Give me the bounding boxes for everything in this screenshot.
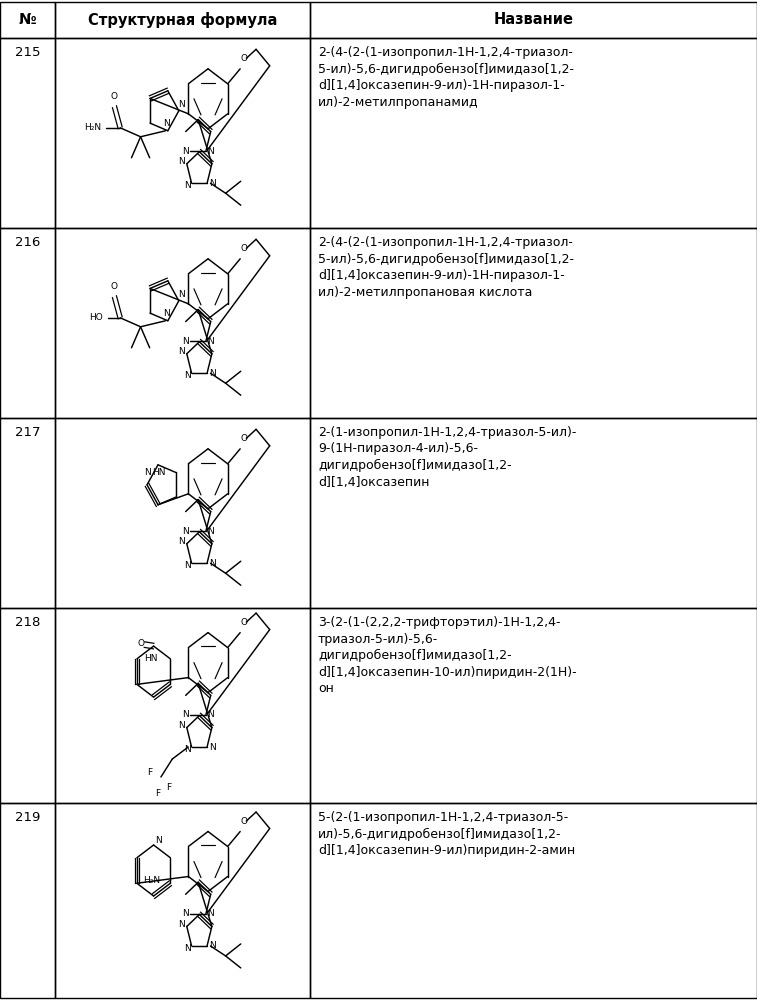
Text: N: N xyxy=(207,337,213,346)
Text: N: N xyxy=(207,147,213,156)
Bar xyxy=(0,2,55,38)
Text: 215: 215 xyxy=(14,46,40,59)
Text: 216: 216 xyxy=(14,236,40,249)
Text: N: N xyxy=(209,179,216,188)
Text: O: O xyxy=(240,54,247,63)
Text: N: N xyxy=(184,371,191,380)
Text: Структурная формула: Структурная формула xyxy=(88,12,277,28)
Text: HN: HN xyxy=(145,654,158,663)
Text: F: F xyxy=(167,783,171,792)
Bar xyxy=(310,38,757,228)
Text: N: N xyxy=(209,559,216,568)
Text: F: F xyxy=(147,768,152,777)
Text: N: N xyxy=(182,710,188,719)
Text: O: O xyxy=(240,244,247,253)
Bar xyxy=(0,803,55,998)
Bar xyxy=(310,2,757,38)
Text: N: N xyxy=(164,119,170,128)
Text: N: N xyxy=(182,337,188,346)
Bar xyxy=(55,418,310,608)
Bar xyxy=(55,608,310,803)
Text: N: N xyxy=(184,944,191,953)
Text: O: O xyxy=(240,434,247,443)
Text: 2-(4-(2-(1-изопропил-1Н-1,2,4-триазол-
5-ил)-5,6-дигидробензо[f]имидазо[1,2-
d][: 2-(4-(2-(1-изопропил-1Н-1,2,4-триазол- 5… xyxy=(318,236,574,299)
Text: 218: 218 xyxy=(14,616,40,629)
Text: N: N xyxy=(182,909,188,918)
Text: N: N xyxy=(207,527,213,536)
Text: N: N xyxy=(209,743,216,752)
Text: N: N xyxy=(182,147,188,156)
Bar xyxy=(55,228,310,418)
Text: N: N xyxy=(184,561,191,570)
Text: N: N xyxy=(164,309,170,318)
Text: N: N xyxy=(209,369,216,378)
Text: N: N xyxy=(179,347,185,356)
Text: O: O xyxy=(111,282,118,291)
Text: N: N xyxy=(184,181,191,190)
Text: HN: HN xyxy=(152,468,166,477)
Text: N: N xyxy=(207,909,213,918)
Text: N: N xyxy=(179,721,185,730)
Text: O: O xyxy=(111,92,118,101)
Text: N: N xyxy=(209,941,216,950)
Text: N: N xyxy=(179,537,185,546)
Bar xyxy=(310,228,757,418)
Text: O: O xyxy=(240,816,247,825)
Bar xyxy=(55,803,310,998)
Text: 5-(2-(1-изопропил-1Н-1,2,4-триазол-5-
ил)-5,6-дигидробензо[f]имидазо[1,2-
d][1,4: 5-(2-(1-изопропил-1Н-1,2,4-триазол-5- ил… xyxy=(318,811,575,857)
Text: 2-(1-изопропил-1Н-1,2,4-триазол-5-ил)-
9-(1Н-пиразол-4-ил)-5,6-
дигидробензо[f]и: 2-(1-изопропил-1Н-1,2,4-триазол-5-ил)- 9… xyxy=(318,426,576,489)
Text: N: N xyxy=(178,100,185,109)
Text: N: N xyxy=(207,710,213,719)
Bar xyxy=(0,608,55,803)
Bar xyxy=(0,228,55,418)
Bar xyxy=(310,418,757,608)
Bar xyxy=(310,803,757,998)
Text: 3-(2-(1-(2,2,2-трифторэтил)-1Н-1,2,4-
триазол-5-ил)-5,6-
дигидробензо[f]имидазо[: 3-(2-(1-(2,2,2-трифторэтил)-1Н-1,2,4- тр… xyxy=(318,616,577,695)
Text: H₂N: H₂N xyxy=(143,876,160,885)
Bar xyxy=(55,38,310,228)
Text: N: N xyxy=(184,745,191,754)
Text: 2-(4-(2-(1-изопропил-1Н-1,2,4-триазол-
5-ил)-5,6-дигидробензо[f]имидазо[1,2-
d][: 2-(4-(2-(1-изопропил-1Н-1,2,4-триазол- 5… xyxy=(318,46,574,109)
Text: N: N xyxy=(144,468,151,477)
Text: F: F xyxy=(155,789,160,798)
Text: 219: 219 xyxy=(14,811,40,824)
Bar xyxy=(0,418,55,608)
Bar xyxy=(0,38,55,228)
Bar xyxy=(55,2,310,38)
Text: N: N xyxy=(182,527,188,536)
Text: O: O xyxy=(138,639,145,648)
Text: N: N xyxy=(179,920,185,929)
Text: N: N xyxy=(179,157,185,166)
Bar xyxy=(310,608,757,803)
Text: 217: 217 xyxy=(14,426,40,439)
Text: HO: HO xyxy=(89,313,103,322)
Text: №: № xyxy=(18,12,36,27)
Text: H₂N: H₂N xyxy=(84,123,101,132)
Text: N: N xyxy=(178,290,185,299)
Text: O: O xyxy=(240,618,247,627)
Text: N: N xyxy=(154,836,161,845)
Text: Название: Название xyxy=(494,12,574,27)
